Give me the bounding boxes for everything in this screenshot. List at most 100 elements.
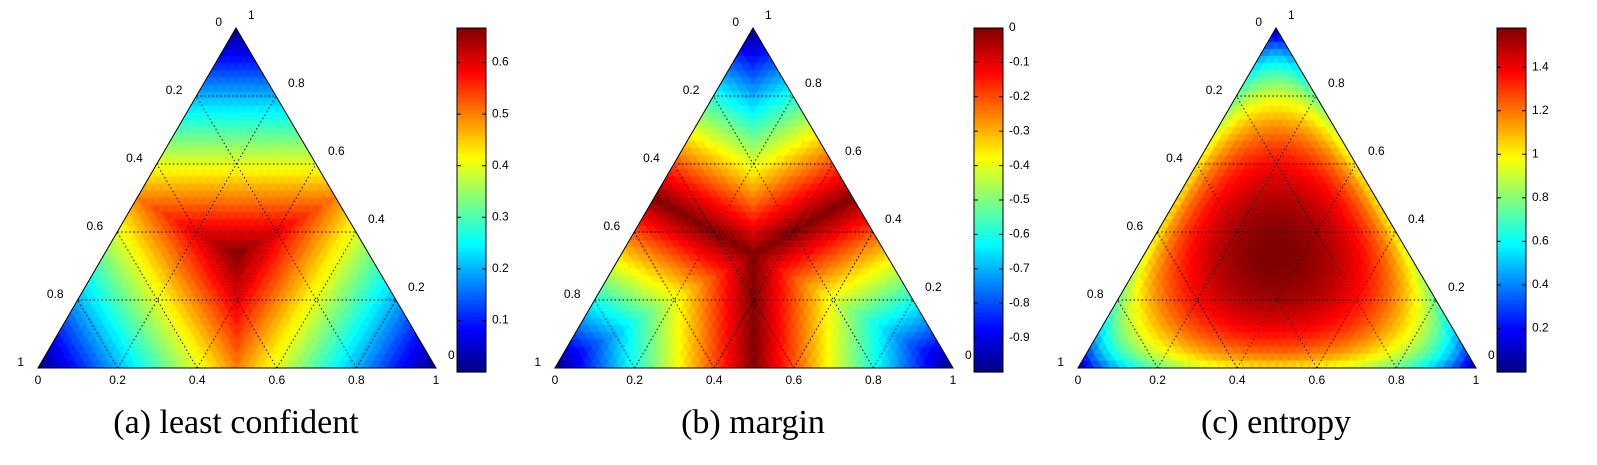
colorbar-cell bbox=[974, 40, 1003, 46]
colorbar-cell bbox=[457, 79, 486, 85]
colorbar-cell bbox=[457, 109, 486, 115]
colorbar-cell bbox=[457, 122, 486, 128]
colorbar-cell bbox=[974, 346, 1003, 352]
left-axis-tick-label: 0.2 bbox=[166, 83, 183, 97]
colorbar-cell bbox=[457, 204, 486, 210]
colorbar-cell bbox=[457, 49, 486, 55]
colorbar-tick-label: 0.2 bbox=[492, 261, 509, 275]
colorbar-cell bbox=[974, 101, 1003, 106]
colorbar-cell bbox=[457, 311, 486, 317]
colorbar-cell bbox=[974, 32, 1003, 38]
colorbar-cell bbox=[457, 161, 486, 167]
colorbar-cell bbox=[974, 62, 1003, 68]
colorbar-cell bbox=[457, 260, 486, 266]
colorbar-cell bbox=[457, 243, 486, 248]
colorbar-cell bbox=[974, 298, 1003, 304]
colorbar-cell bbox=[974, 161, 1003, 167]
colorbar-cell bbox=[974, 200, 1003, 205]
colorbar-tick-label: 0.3 bbox=[492, 209, 509, 223]
colorbar-cell bbox=[974, 75, 1003, 81]
colorbar-cell bbox=[974, 182, 1003, 188]
colorbar-cell bbox=[974, 92, 1003, 98]
colorbar-cell bbox=[974, 303, 1003, 309]
colorbar-cell bbox=[457, 208, 486, 214]
left-axis-tick-label: 1 bbox=[534, 355, 541, 369]
colorbar-tick-label: 0.5 bbox=[492, 106, 509, 120]
colorbar-cell bbox=[974, 28, 1003, 33]
colorbar-cell bbox=[457, 28, 486, 33]
right-axis-tick-label: 0.4 bbox=[368, 212, 385, 226]
left-axis-tick-label: 1 bbox=[17, 355, 24, 369]
colorbar-cell bbox=[457, 337, 486, 343]
bottom-axis-tick-label: 0.2 bbox=[109, 373, 126, 387]
right-axis-tick-label: 0 bbox=[965, 348, 972, 362]
bottom-axis-tick-label: 0.6 bbox=[785, 373, 802, 387]
colorbar-cell bbox=[974, 83, 1003, 89]
right-axis-tick-label: 0.2 bbox=[925, 280, 942, 294]
colorbar-cell bbox=[974, 341, 1003, 347]
colorbar-tick-label: -0.8 bbox=[1009, 295, 1030, 309]
right-axis-tick-label: 0.6 bbox=[845, 144, 862, 158]
bottom-axis-tick-label: 0.8 bbox=[865, 373, 882, 387]
colorbar-cell bbox=[457, 178, 486, 184]
colorbar-cell bbox=[974, 45, 1003, 51]
colorbar-cell bbox=[974, 337, 1003, 343]
colorbar-cell bbox=[974, 122, 1003, 128]
caption: (a) least confident bbox=[113, 404, 359, 441]
colorbar-cell bbox=[457, 148, 486, 154]
colorbar-cell bbox=[457, 135, 486, 141]
colorbar-tick-label: 0.1 bbox=[492, 313, 509, 327]
colorbar-cell bbox=[974, 311, 1003, 317]
colorbar-tick-label: -0.3 bbox=[1009, 123, 1030, 137]
colorbar-cell bbox=[974, 58, 1003, 63]
colorbar-cell bbox=[457, 346, 486, 352]
caption: (b) margin bbox=[681, 404, 825, 441]
left-axis-tick-label: 0.4 bbox=[643, 151, 660, 165]
colorbar-cell bbox=[457, 83, 486, 89]
bottom-axis-tick-label: 0.4 bbox=[189, 373, 206, 387]
colorbar-cell bbox=[974, 268, 1003, 274]
colorbar-cell bbox=[457, 268, 486, 274]
bottom-axis-tick-label: 0.2 bbox=[626, 373, 643, 387]
colorbar-cell bbox=[974, 53, 1003, 59]
left-axis-tick-label: 0.8 bbox=[47, 287, 64, 301]
colorbar-cell bbox=[974, 79, 1003, 85]
colorbar-cell bbox=[974, 169, 1003, 175]
colorbar-tick-label: 0.4 bbox=[492, 158, 509, 172]
colorbar-cell bbox=[974, 118, 1003, 124]
colorbar-tick-label: -0.2 bbox=[1009, 89, 1030, 103]
colorbar-cell bbox=[457, 294, 486, 300]
left-axis-tick-label: 0 bbox=[215, 15, 222, 29]
colorbar-cell bbox=[457, 234, 486, 240]
colorbar-cell bbox=[457, 191, 486, 197]
colorbar-cell bbox=[457, 316, 486, 321]
colorbar-cell bbox=[457, 350, 486, 356]
colorbar-cell bbox=[974, 49, 1003, 55]
colorbar-cell bbox=[457, 247, 486, 253]
colorbar-cell bbox=[457, 307, 486, 313]
colorbar-tick-label: -0.6 bbox=[1009, 227, 1030, 241]
colorbar-tick-label: -0.1 bbox=[1009, 55, 1030, 69]
colorbar-cell bbox=[974, 329, 1003, 334]
colorbar-tick-label: 0 bbox=[1009, 20, 1016, 34]
colorbar-cell bbox=[457, 290, 486, 296]
colorbar-tick-label: -0.9 bbox=[1009, 330, 1030, 344]
colorbar-cell bbox=[457, 264, 486, 270]
colorbar-cell bbox=[974, 281, 1003, 287]
right-axis-tick-label: 1 bbox=[248, 8, 255, 22]
left-axis-tick-label: 0 bbox=[732, 15, 739, 29]
colorbar-cell bbox=[974, 212, 1003, 218]
colorbar-cell bbox=[457, 225, 486, 231]
colorbar-cell bbox=[457, 212, 486, 218]
colorbar-cell bbox=[457, 58, 486, 63]
colorbar-cell bbox=[457, 92, 486, 98]
colorbar-cell bbox=[974, 135, 1003, 141]
panel: 0000.20.20.20.40.40.40.60.60.60.80.80.81… bbox=[1057, 8, 1549, 441]
colorbar-cell bbox=[457, 286, 486, 291]
colorbar-cell bbox=[974, 165, 1003, 171]
colorbar-cell bbox=[457, 32, 486, 38]
colorbar-cell bbox=[457, 359, 486, 364]
colorbar-cell bbox=[457, 114, 486, 119]
colorbar-cell bbox=[974, 225, 1003, 231]
bottom-axis-tick-label: 0.8 bbox=[348, 373, 365, 387]
